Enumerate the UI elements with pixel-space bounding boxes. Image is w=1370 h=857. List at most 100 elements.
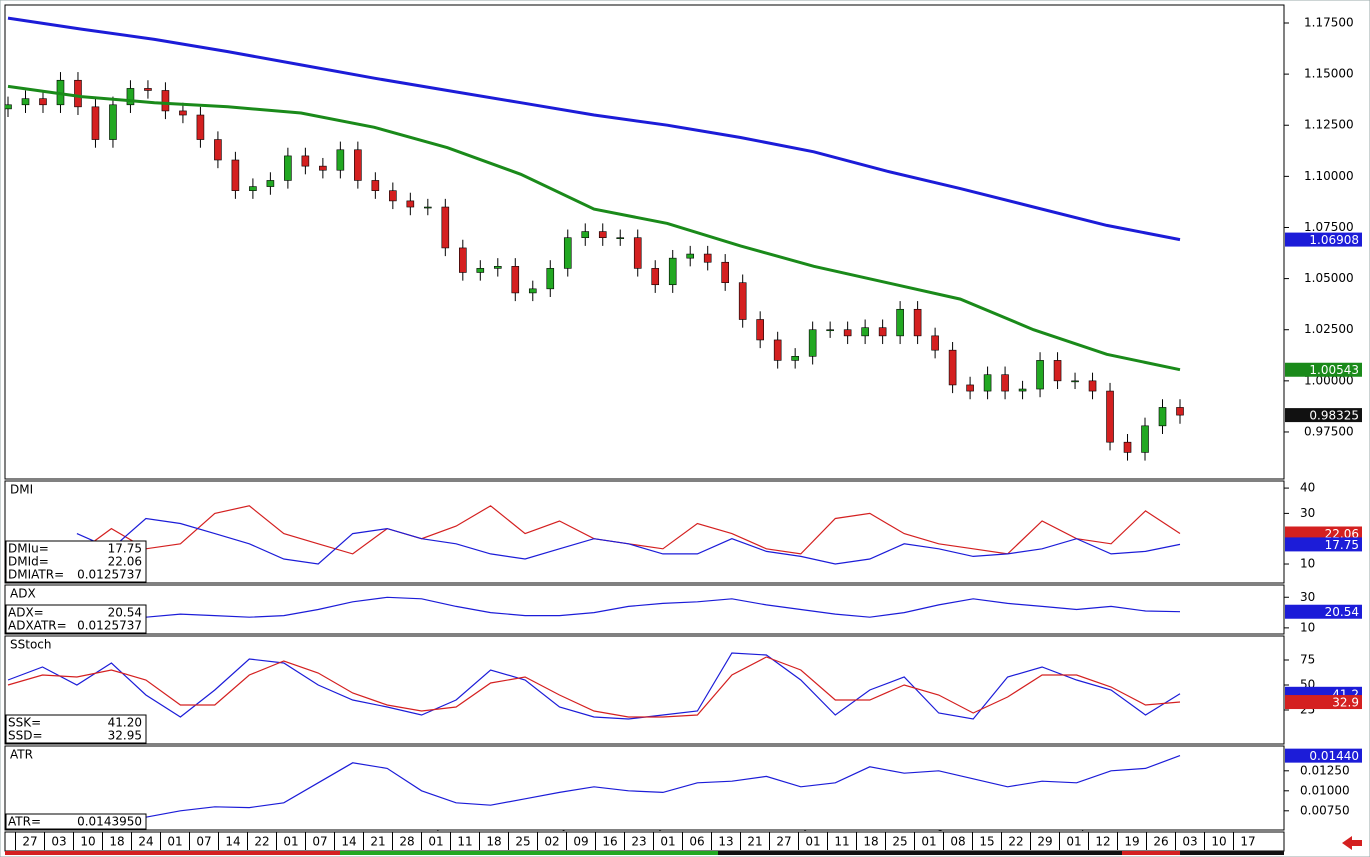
x-tick-label: 10 [80,835,95,849]
readout-value: 41.20 [108,716,142,730]
x-tick-label: 06 [689,835,704,849]
y-tick-label: 1.15000 [1304,67,1354,81]
value-badge [1285,748,1362,763]
candle-body [703,253,712,263]
value-badge-text: 17.75 [1325,538,1359,552]
value-badge-text: 1.06908 [1309,233,1359,247]
candle-body [1123,441,1132,453]
value-badge-text: 1.00543 [1309,363,1359,377]
candle-body [1036,360,1044,390]
value-badge [1285,604,1362,619]
x-tick-label: 18 [863,835,878,849]
x-tick-label: 22 [1008,835,1023,849]
x-tick-label: 21 [747,835,762,849]
candle-body [301,155,310,167]
indicator-line [145,596,1181,618]
panel [4,4,1285,480]
candle-body [896,308,904,337]
x-tick-label: 22 [254,835,269,849]
panel [4,584,1285,635]
candle-body [424,206,432,209]
candle-body [196,114,205,140]
candle-body [249,186,257,191]
x-tick-label: 29 [1037,835,1052,849]
y-tick-label: 0.97500 [1304,424,1354,438]
x-tick-label: 28 [399,835,414,849]
x-tick-label: 11 [834,835,849,849]
scroll-arrow[interactable] [1342,836,1362,850]
y-tick-label: 1.07500 [1304,220,1354,234]
readout-value: 22.06 [108,555,142,569]
readout-box [5,714,147,744]
candle-body [91,106,100,140]
y-tick-label: 1.12500 [1304,118,1354,132]
readout-label: ADX= [8,606,44,620]
readout-box [5,813,147,830]
candle-body [266,180,275,187]
y-tick-label: 0.01000 [1300,783,1350,797]
readout-label: ADXATR= [8,619,67,633]
readout-value: 0.0143950 [77,815,142,829]
candle-body [493,266,502,269]
indicator-line [7,84,1181,372]
panel-title: DMI [10,483,33,497]
y-tick-label: 1.02500 [1304,322,1354,336]
value-badge [1285,526,1362,541]
candle-body [354,149,362,181]
plot-area [7,652,1181,720]
value-badge-text: 20.54 [1325,605,1359,619]
date-strip [5,851,340,855]
x-tick-label: 10 [1211,835,1226,849]
x-tick-label: 12 [1095,835,1110,849]
candle-body [738,282,747,320]
x-tick-label: 07 [196,835,211,849]
x-tick-label: 08 [950,835,965,849]
candle-body [878,327,887,337]
readout-label: DMIu= [8,542,49,556]
candle-body [214,139,222,161]
candle-body [721,261,729,283]
plot-area [5,16,1184,461]
candle-body [563,237,572,269]
x-tick-label: 25 [892,835,907,849]
panel [4,745,1285,831]
y-tick-label: 30 [1300,590,1315,604]
plot-area [76,505,1181,565]
x-tick-label: 01 [921,835,936,849]
x-tick-label: 18 [486,835,501,849]
candle-body [389,190,397,202]
candle-body [983,374,992,392]
x-tick-label: 23 [631,835,646,849]
plot-area [145,596,1181,618]
candle-body [861,327,869,337]
candle-body [284,155,292,181]
candle-body [74,79,82,108]
readout-value: 0.0125737 [77,619,142,633]
x-tick-label: 16 [602,835,617,849]
candle-body [231,159,240,191]
candle-body [21,98,30,106]
y-tick-label: 10 [1300,557,1315,571]
y-tick-label: 75 [1300,653,1315,667]
x-tick-label: 07 [312,835,327,849]
candle-body [1106,390,1114,443]
candle-body [144,88,152,91]
candle-body [756,319,764,341]
candle-body [511,266,520,294]
readout-label: ATR= [8,815,41,829]
candle-body [161,90,170,112]
y-tick-label: 30 [1300,506,1315,520]
x-tick-label: 17 [1240,835,1255,849]
candle-body [5,104,12,110]
candle-body [371,180,380,191]
x-tick-label: 21 [370,835,385,849]
x-tick-label: 25 [515,835,530,849]
y-tick-label: 10 [1300,620,1315,634]
candle-body [791,356,799,361]
candle-body [528,288,537,294]
candle-body [1053,360,1062,382]
x-tick-label: 09 [573,835,588,849]
y-tick-label: 1.00000 [1304,373,1354,387]
y-tick-label: 1.05000 [1304,271,1354,285]
